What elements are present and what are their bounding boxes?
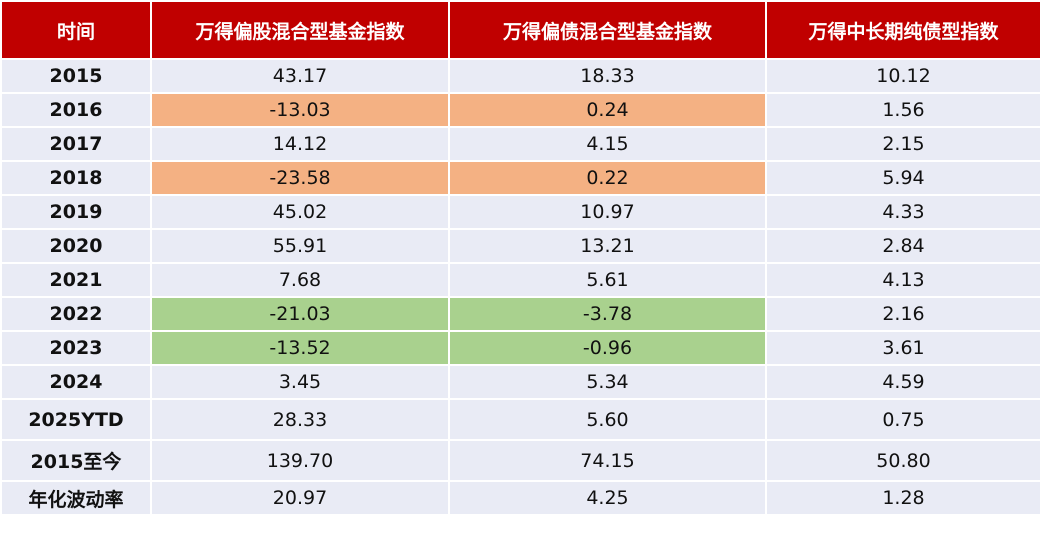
table-row: 2018 -23.58 0.22 5.94 (2, 162, 1040, 194)
value-cell: 43.17 (152, 60, 448, 92)
value-cell: 4.59 (767, 366, 1040, 398)
value-cell: 3.61 (767, 332, 1040, 364)
value-cell: 7.68 (152, 264, 448, 296)
value-cell: 5.94 (767, 162, 1040, 194)
value-cell: 5.61 (450, 264, 765, 296)
value-cell: -3.78 (450, 298, 765, 330)
row-label: 2015至今 (2, 441, 150, 480)
row-label: 年化波动率 (2, 482, 150, 514)
row-label: 2021 (2, 264, 150, 296)
row-label: 2019 (2, 196, 150, 228)
table-row: 2022 -21.03 -3.78 2.16 (2, 298, 1040, 330)
row-label: 2022 (2, 298, 150, 330)
value-cell: 74.15 (450, 441, 765, 480)
value-cell: 45.02 (152, 196, 448, 228)
value-cell: 139.70 (152, 441, 448, 480)
value-cell: 28.33 (152, 400, 448, 439)
header-cell: 万得中长期纯债型指数 (767, 2, 1040, 58)
table-header: 时间 万得偏股混合型基金指数 万得偏债混合型基金指数 万得中长期纯债型指数 (2, 2, 1040, 58)
table-row: 2016 -13.03 0.24 1.56 (2, 94, 1040, 126)
table-row: 2015 43.17 18.33 10.12 (2, 60, 1040, 92)
value-cell: 50.80 (767, 441, 1040, 480)
table-row: 2015至今 139.70 74.15 50.80 (2, 441, 1040, 480)
value-cell: -0.96 (450, 332, 765, 364)
row-label: 2016 (2, 94, 150, 126)
value-cell: 0.24 (450, 94, 765, 126)
table-row: 2020 55.91 13.21 2.84 (2, 230, 1040, 262)
table-row: 2021 7.68 5.61 4.13 (2, 264, 1040, 296)
value-cell: 20.97 (152, 482, 448, 514)
header-row: 时间 万得偏股混合型基金指数 万得偏债混合型基金指数 万得中长期纯债型指数 (2, 2, 1040, 58)
row-label: 2025YTD (2, 400, 150, 439)
row-label: 2020 (2, 230, 150, 262)
value-cell: 5.34 (450, 366, 765, 398)
header-cell: 万得偏股混合型基金指数 (152, 2, 448, 58)
value-cell: 14.12 (152, 128, 448, 160)
value-cell: 0.75 (767, 400, 1040, 439)
value-cell: 4.15 (450, 128, 765, 160)
value-cell: 4.33 (767, 196, 1040, 228)
value-cell: -23.58 (152, 162, 448, 194)
header-cell: 时间 (2, 2, 150, 58)
data-table: 时间 万得偏股混合型基金指数 万得偏债混合型基金指数 万得中长期纯债型指数 2015 4… (2, 2, 1040, 514)
value-cell: 4.13 (767, 264, 1040, 296)
header-cell: 万得偏债混合型基金指数 (450, 2, 765, 58)
value-cell: 4.25 (450, 482, 765, 514)
value-cell: -13.52 (152, 332, 448, 364)
value-cell: 2.16 (767, 298, 1040, 330)
value-cell: 10.12 (767, 60, 1040, 92)
value-cell: 55.91 (152, 230, 448, 262)
row-label: 2018 (2, 162, 150, 194)
row-label: 2015 (2, 60, 150, 92)
table-row: 2017 14.12 4.15 2.15 (2, 128, 1040, 160)
value-cell: 10.97 (450, 196, 765, 228)
value-cell: 5.60 (450, 400, 765, 439)
table-row: 2025YTD 28.33 5.60 0.75 (2, 400, 1040, 439)
value-cell: 1.28 (767, 482, 1040, 514)
value-cell: 2.84 (767, 230, 1040, 262)
row-label: 2017 (2, 128, 150, 160)
value-cell: 3.45 (152, 366, 448, 398)
value-cell: 2.15 (767, 128, 1040, 160)
row-label: 2024 (2, 366, 150, 398)
value-cell: 18.33 (450, 60, 765, 92)
table-row: 2019 45.02 10.97 4.33 (2, 196, 1040, 228)
value-cell: 13.21 (450, 230, 765, 262)
row-label: 2023 (2, 332, 150, 364)
table-row: 年化波动率 20.97 4.25 1.28 (2, 482, 1040, 514)
value-cell: -13.03 (152, 94, 448, 126)
table-row: 2023 -13.52 -0.96 3.61 (2, 332, 1040, 364)
value-cell: 0.22 (450, 162, 765, 194)
value-cell: -21.03 (152, 298, 448, 330)
table-row: 2024 3.45 5.34 4.59 (2, 366, 1040, 398)
value-cell: 1.56 (767, 94, 1040, 126)
table-body: 2015 43.17 18.33 10.12 2016 -13.03 0.24 1.56 201… (2, 60, 1040, 514)
